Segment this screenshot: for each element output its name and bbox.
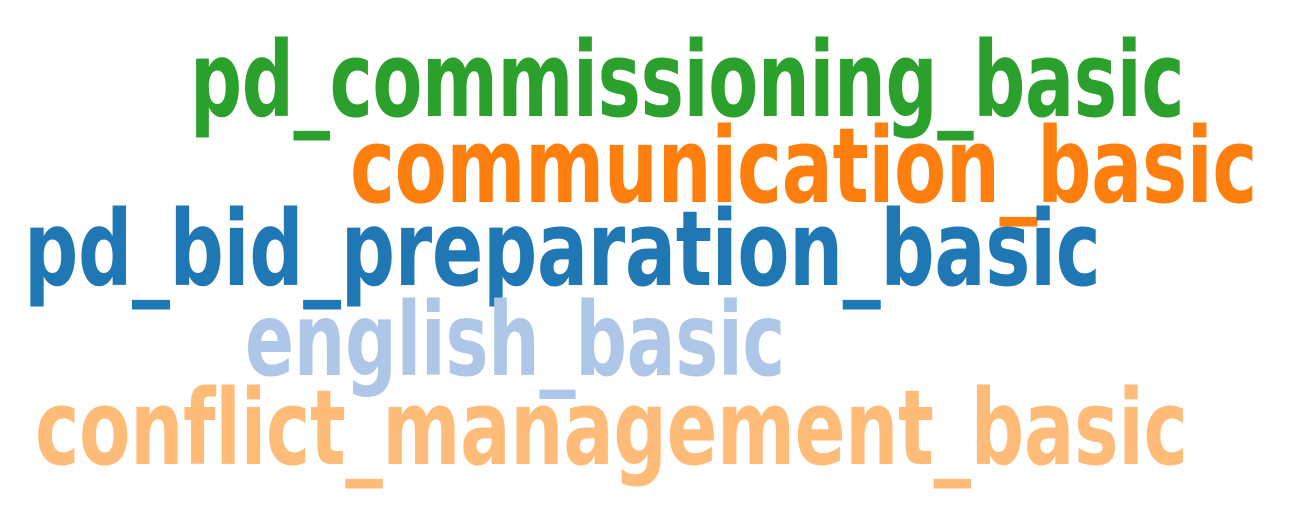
word-conflict-management-basic: conflict_management_basic <box>35 367 1188 489</box>
word-pd-bid-preparation-basic: pd_bid_preparation_basic <box>24 188 1101 310</box>
word-communication-basic: communication_basic <box>350 105 1258 227</box>
word-english-basic: english_basic <box>245 281 785 400</box>
word-pd-commissioning-basic: pd_commissioning_basic <box>190 19 1185 141</box>
